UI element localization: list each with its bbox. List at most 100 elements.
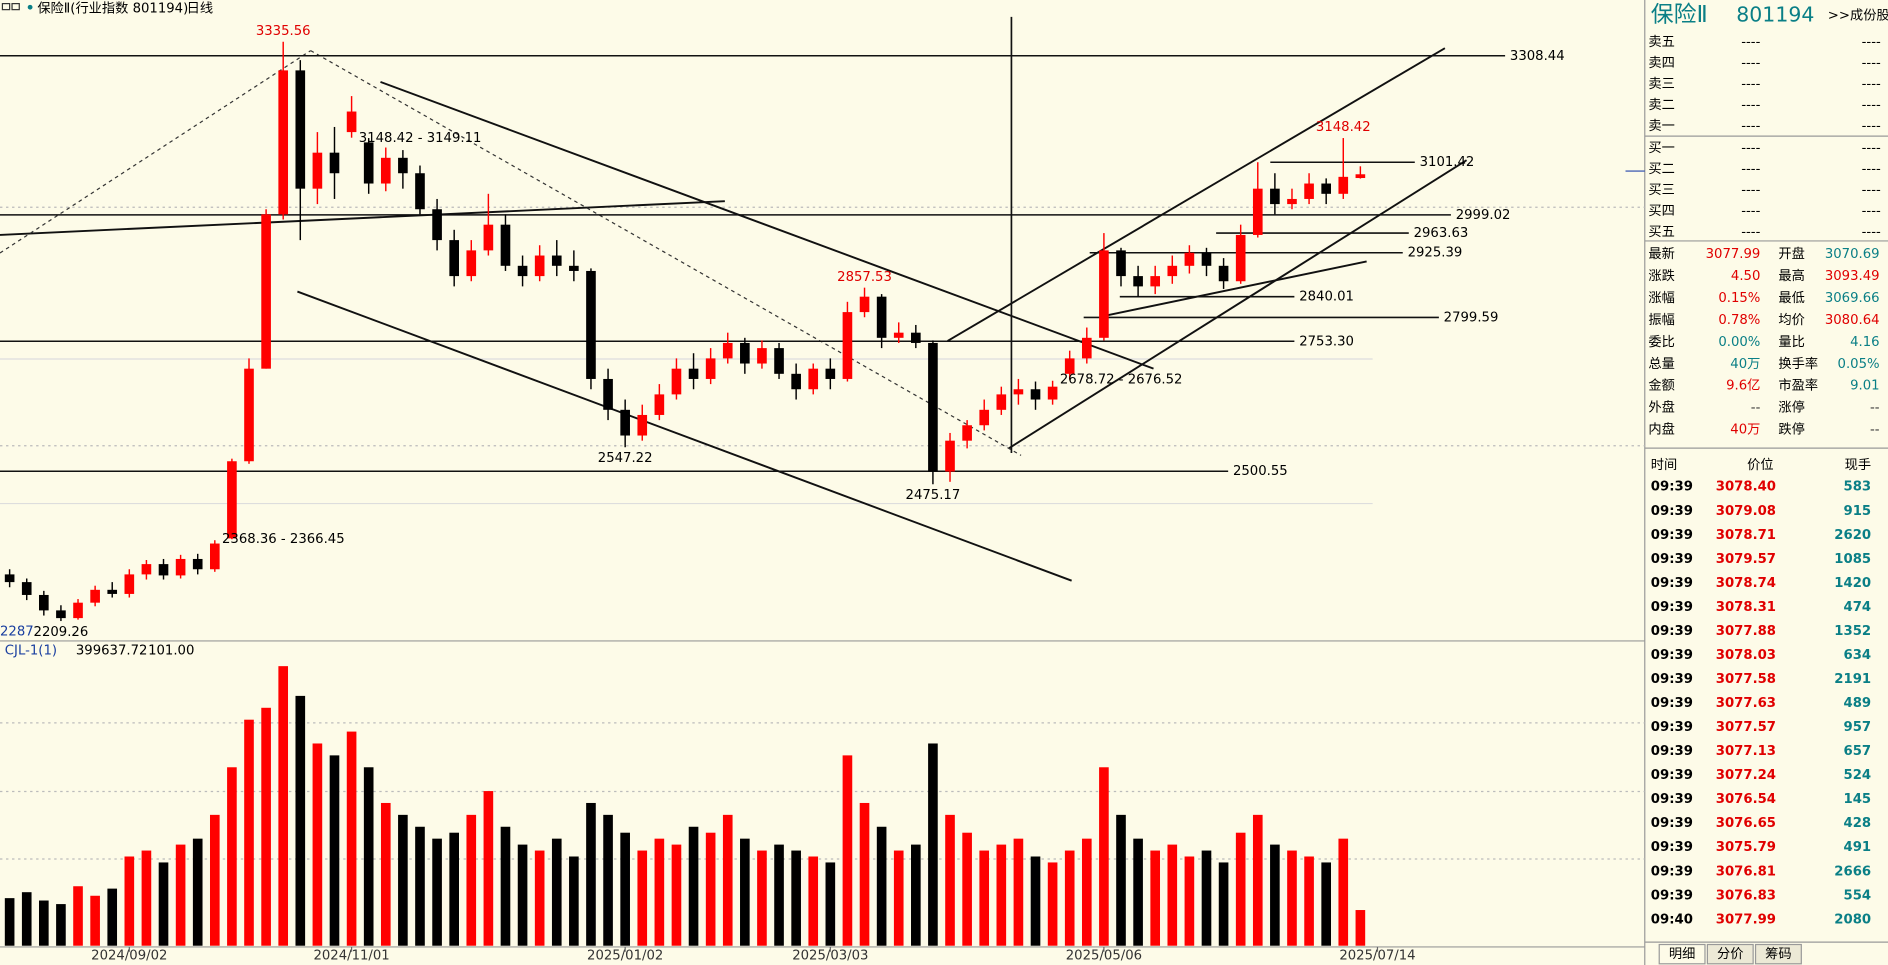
volume-bar — [380, 802, 391, 946]
security-name: 保险Ⅱ — [1651, 2, 1708, 28]
column-header: 价位 — [1747, 457, 1773, 473]
stat-label: 涨幅 — [1648, 290, 1674, 306]
icon — [11, 3, 20, 11]
price-annotation: 3148.42 — [1316, 120, 1371, 135]
tick-time: 09:40 — [1651, 912, 1693, 927]
tick-volume: 489 — [1844, 696, 1872, 711]
x-tick-label: 2025/07/14 — [1339, 948, 1415, 963]
book-volume: ---- — [1862, 56, 1881, 71]
volume-bar — [398, 814, 408, 946]
candle-body — [1081, 337, 1092, 359]
tab-label[interactable]: 分价 — [1717, 946, 1743, 962]
dashed-line — [310, 50, 1022, 456]
tick-time: 09:39 — [1651, 816, 1693, 831]
volume-bar — [329, 755, 340, 946]
tick-price: 3079.08 — [1716, 504, 1776, 519]
trend-line — [1008, 159, 1468, 449]
volume-bar — [312, 743, 323, 946]
candle-body — [398, 157, 408, 174]
stat-value: 0.15% — [1718, 291, 1760, 306]
stat-label: 外盘 — [1648, 399, 1674, 416]
x-tick-label: 2025/01/02 — [587, 948, 663, 963]
volume-bar — [962, 832, 972, 946]
candle-body — [261, 214, 271, 369]
candle-body — [654, 394, 665, 415]
price-line-label: 2840.01 — [1299, 290, 1354, 305]
stat-value: 9.01 — [1850, 379, 1879, 394]
tick-price: 3076.65 — [1716, 816, 1776, 831]
candle-body — [1270, 188, 1280, 205]
candle-body — [244, 368, 254, 462]
candle-body — [278, 70, 289, 215]
indicator-name[interactable]: CJL-1(1) — [5, 644, 57, 659]
trend-line — [947, 47, 1446, 342]
stat-value: 0.05% — [1838, 357, 1880, 372]
stat-label: 委比 — [1648, 334, 1674, 350]
volume-bar — [996, 844, 1007, 946]
candle-body — [893, 332, 904, 338]
book-label: 卖二 — [1648, 97, 1674, 113]
candle-body — [911, 332, 921, 343]
candle-body — [56, 610, 66, 619]
tick-time: 09:39 — [1651, 696, 1693, 711]
tab-label[interactable]: 筹码 — [1765, 945, 1791, 962]
volume-bar — [722, 814, 733, 946]
book-label: 买五 — [1648, 224, 1674, 240]
tab-label[interactable]: 明细 — [1669, 946, 1695, 962]
volume-bar — [295, 695, 306, 946]
tick-volume: 145 — [1844, 792, 1872, 807]
trend-line — [0, 200, 725, 236]
volume-bar — [1201, 850, 1212, 946]
volume-bar — [774, 844, 784, 946]
candle-body — [500, 224, 511, 266]
book-label: 买四 — [1648, 203, 1674, 219]
volume-bar — [534, 850, 545, 946]
stat-label: 振幅 — [1648, 312, 1674, 328]
volume-bar — [842, 755, 853, 946]
book-label: 卖五 — [1648, 34, 1674, 50]
tick-time: 09:39 — [1651, 480, 1693, 495]
column-header: 现手 — [1845, 457, 1871, 473]
volume-bar — [671, 844, 682, 946]
tick-volume: 1420 — [1834, 576, 1871, 591]
tick-volume: 2191 — [1834, 672, 1871, 687]
stat-value: 3070.69 — [1825, 247, 1880, 262]
book-volume: ---- — [1862, 183, 1881, 198]
tick-price: 3077.13 — [1716, 744, 1776, 759]
candle-body — [859, 296, 870, 313]
candle-body — [962, 425, 972, 441]
candle-body — [1304, 183, 1314, 199]
volume-bar — [569, 856, 579, 946]
indicator-value: 399637.72 — [76, 644, 148, 659]
price-line-label: 2963.63 — [1414, 226, 1469, 241]
book-volume: ---- — [1862, 35, 1881, 50]
tick-volume: 657 — [1844, 744, 1872, 759]
volume-bar — [1047, 862, 1058, 946]
stat-label: 跌停 — [1778, 421, 1804, 438]
book-label: 卖一 — [1648, 118, 1674, 134]
candle-body — [1321, 183, 1331, 194]
candle-body — [141, 564, 152, 575]
tick-volume: 2620 — [1834, 528, 1871, 543]
volume-bar — [1355, 910, 1366, 946]
price-line-label: 2925.39 — [1408, 246, 1463, 261]
volume-bar — [1116, 814, 1126, 946]
volume-bar — [466, 814, 477, 946]
candle-body — [586, 270, 596, 379]
volume-bar — [227, 767, 237, 946]
tab[interactable] — [1658, 943, 1706, 965]
candle-body — [415, 173, 425, 210]
book-price: ---- — [1741, 141, 1760, 156]
candle-body — [945, 440, 955, 472]
candle-body — [175, 558, 186, 576]
tab[interactable] — [1754, 943, 1802, 965]
tab[interactable] — [1706, 943, 1754, 965]
candle-body — [534, 255, 545, 277]
constituents-link[interactable]: >>成份股 — [1828, 8, 1888, 24]
volume-bar — [4, 898, 15, 946]
tick-volume: 491 — [1844, 840, 1872, 855]
security-code: 801194 — [1736, 3, 1814, 27]
volume-bar — [1150, 850, 1161, 946]
period-selector[interactable]: 日线 — [187, 0, 213, 16]
x-tick-label: 2024/09/02 — [91, 948, 167, 963]
